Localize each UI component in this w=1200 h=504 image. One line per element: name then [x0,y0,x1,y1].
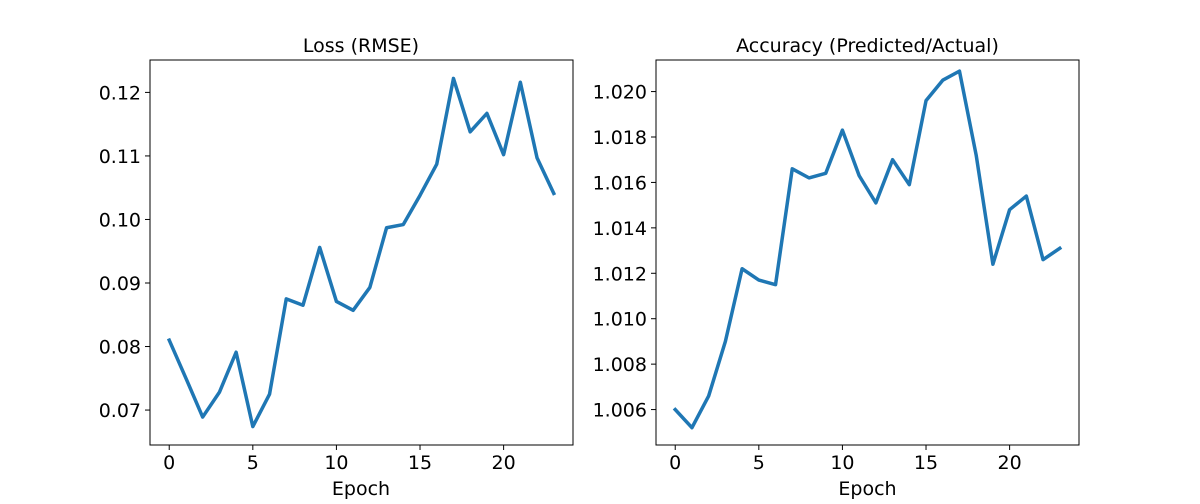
loss-chart-xlabel: Epoch [332,478,390,500]
accuracy-x-tick-label: 10 [830,452,854,474]
loss-x-tick-label: 10 [324,452,348,474]
accuracy-y-tick-label: 1.008 [593,354,647,376]
accuracy-y-tick-label: 1.010 [593,309,647,331]
accuracy-chart-xlabel: Epoch [838,478,896,500]
loss-y-tick-label: 0.07 [99,400,141,422]
accuracy-x-tick-label: 5 [753,452,765,474]
loss-x-tick-label: 15 [408,452,432,474]
loss-x-tick-label: 20 [492,452,516,474]
loss-y-tick-label: 0.09 [99,273,141,295]
accuracy-y-tick-label: 1.014 [593,218,647,240]
loss-x-tick-label: 5 [247,452,259,474]
loss-y-tick-label: 0.08 [99,337,141,359]
loss-chart-plot: 0 5 10 15 20 0.07 0.08 0.09 0.10 0.11 0.12 [99,59,574,474]
accuracy-series-line [672,69,1063,430]
accuracy-x-tick-label: 15 [914,452,938,474]
accuracy-x-tick-label: 20 [998,452,1022,474]
loss-y-tick-label: 0.12 [99,82,141,104]
loss-y-tick-label: 0.10 [99,209,141,231]
accuracy-axes-frame [655,59,1080,446]
loss-series-line [166,76,557,429]
loss-chart-title: Loss (RMSE) [303,35,419,57]
accuracy-y-tick-label: 1.018 [593,127,647,149]
accuracy-y-tick-label: 1.016 [593,172,647,194]
accuracy-y-tick-label: 1.020 [593,82,647,104]
accuracy-x-tick-label: 0 [669,452,681,474]
accuracy-y-tick-label: 1.006 [593,400,647,422]
accuracy-chart: Accuracy (Predicted/Actual) 0 5 10 15 20 1.00… [593,35,1080,500]
loss-axes-frame [149,59,574,446]
accuracy-chart-plot: 0 5 10 15 20 1.006 1.008 1.010 1.012 1.014 1.016 1.… [593,59,1080,474]
loss-chart: Loss (RMSE) 0 5 10 15 20 0.07 0.08 0.09 0.10 0.11… [99,35,574,500]
loss-x-tick-label: 0 [163,452,175,474]
accuracy-chart-title: Accuracy (Predicted/Actual) [736,35,999,57]
accuracy-y-tick-label: 1.012 [593,263,647,285]
loss-y-tick-label: 0.11 [99,146,141,168]
